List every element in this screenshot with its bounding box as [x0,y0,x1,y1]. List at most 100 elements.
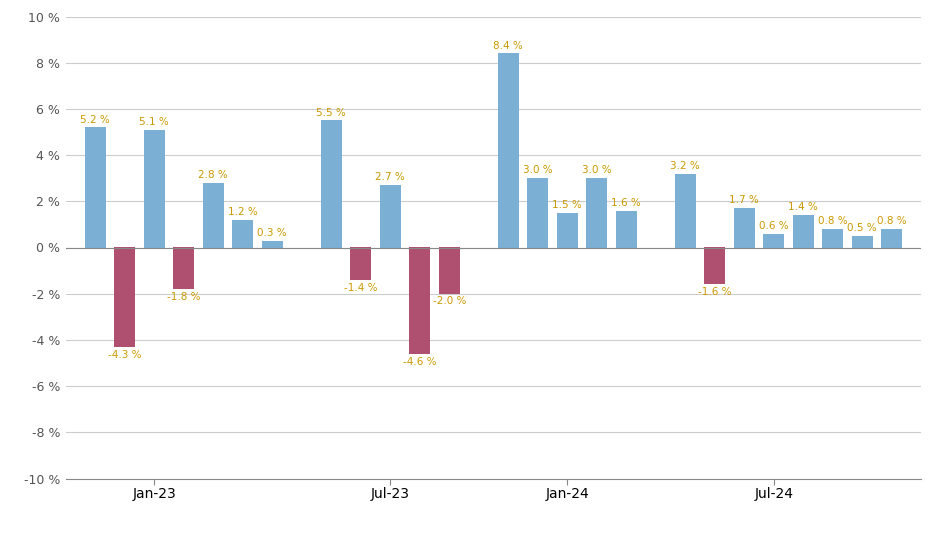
Bar [527,200,548,202]
Bar [173,248,195,249]
Bar [203,201,224,202]
Bar [439,252,460,253]
Bar [144,153,164,156]
Bar [380,219,400,220]
Bar [144,146,164,148]
Bar [144,233,164,236]
Bar [704,252,726,254]
Bar [587,242,607,243]
Bar [173,257,195,258]
Bar [321,146,342,148]
Bar [203,230,224,232]
Bar [321,214,342,217]
Bar [587,191,607,192]
Bar [144,191,164,193]
Bar [144,137,164,139]
Bar [527,206,548,207]
Bar [497,212,519,217]
Bar [587,220,607,221]
Bar [144,210,164,212]
Bar [380,238,400,239]
Bar [497,232,519,236]
Bar [380,212,400,214]
Bar [675,181,696,183]
Text: 3.2 %: 3.2 % [670,161,700,171]
Bar [380,228,400,229]
Bar [85,209,106,211]
Bar [792,221,814,222]
Bar [350,249,371,250]
Bar [321,136,342,138]
Bar [704,265,726,266]
Bar [792,230,814,232]
Bar [380,241,400,243]
Bar [203,206,224,207]
Bar [527,214,548,216]
Bar [587,210,607,211]
Bar [733,219,755,220]
Bar [85,204,106,207]
Bar [616,221,637,222]
Bar [439,260,460,261]
Bar [114,265,135,267]
Bar [497,104,519,108]
Bar [439,251,460,252]
Bar [497,108,519,112]
Bar [675,230,696,231]
Bar [792,218,814,219]
Bar [556,216,578,217]
Bar [439,277,460,278]
Bar [527,181,548,183]
Bar [733,215,755,216]
Bar [587,181,607,183]
Bar [380,223,400,224]
Bar [587,195,607,196]
Bar [497,185,519,189]
Bar [792,217,814,218]
Bar [114,248,135,250]
Bar [527,197,548,199]
Bar [409,348,431,349]
Bar [173,286,195,287]
Bar [350,277,371,278]
Bar [380,194,400,195]
Bar [85,173,106,175]
Bar [704,266,726,267]
Bar [733,231,755,232]
Bar [232,221,254,222]
Bar [144,212,164,214]
Bar [497,217,519,221]
Bar [114,251,135,254]
Bar [321,182,342,184]
Text: 1.7 %: 1.7 % [729,195,760,206]
Bar [409,275,431,277]
Bar [380,202,400,204]
Bar [556,228,578,229]
Text: 1.4 %: 1.4 % [789,202,818,212]
Bar [114,287,135,289]
Bar [144,245,164,248]
Bar [203,207,224,208]
Bar [704,274,726,275]
Bar [675,234,696,235]
Bar [556,213,578,214]
Bar [527,231,548,232]
Bar [173,270,195,271]
Bar [497,85,519,89]
Bar [527,216,548,217]
Bar [203,205,224,206]
Bar [409,279,431,282]
Bar [321,191,342,194]
Bar [409,290,431,292]
Bar [380,230,400,232]
Bar [733,247,755,248]
Bar [232,241,254,242]
Bar [527,235,548,236]
Bar [409,299,431,301]
Bar [733,242,755,243]
Bar [114,327,135,329]
Bar [114,309,135,311]
Bar [114,257,135,260]
Bar [675,196,696,197]
Bar [587,243,607,245]
